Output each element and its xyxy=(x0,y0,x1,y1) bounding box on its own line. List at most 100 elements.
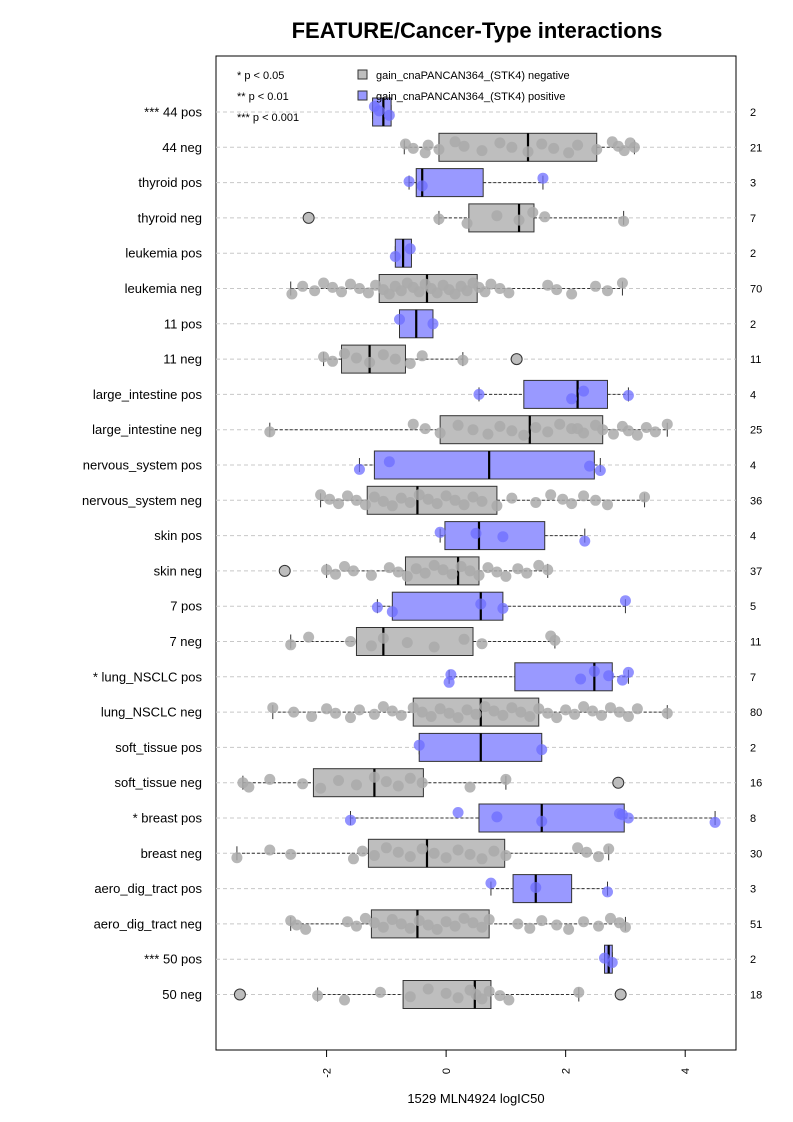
sample-count: 2 xyxy=(750,248,756,260)
outlier-point xyxy=(612,776,625,789)
data-point xyxy=(536,915,548,927)
data-point xyxy=(584,460,596,472)
data-point xyxy=(483,914,495,925)
data-point xyxy=(433,144,445,155)
data-point xyxy=(500,773,512,785)
data-point xyxy=(506,702,518,714)
data-point xyxy=(443,707,455,719)
data-point xyxy=(264,426,276,438)
data-point xyxy=(386,606,398,618)
data-point xyxy=(380,776,392,788)
data-point xyxy=(464,781,476,793)
data-point xyxy=(619,921,631,933)
category-label: large_intestine neg xyxy=(92,422,202,437)
data-point xyxy=(709,816,721,828)
data-point xyxy=(542,564,554,576)
data-point xyxy=(368,771,380,783)
chart-title: FEATURE/Cancer-Type interactions xyxy=(292,18,663,43)
data-point xyxy=(593,851,605,863)
data-point xyxy=(536,815,548,827)
data-point xyxy=(364,356,376,368)
data-point xyxy=(572,423,584,435)
data-point xyxy=(243,781,255,793)
sample-count: 2 xyxy=(750,319,756,331)
data-point xyxy=(392,780,404,792)
data-point xyxy=(572,139,584,151)
data-point xyxy=(350,779,362,791)
category-label: nervous_system neg xyxy=(82,493,202,508)
data-point xyxy=(482,562,494,574)
data-point xyxy=(613,706,625,718)
data-point xyxy=(476,993,488,1005)
data-point xyxy=(503,994,515,1006)
x-axis: -2 0 2 4 xyxy=(322,1049,692,1078)
data-point xyxy=(413,286,425,298)
box-positive xyxy=(373,450,595,480)
sample-count: 7 xyxy=(750,213,756,225)
data-point xyxy=(452,992,464,1004)
data-point xyxy=(422,983,434,995)
data-point xyxy=(513,214,525,226)
category-label: thyroid neg xyxy=(138,210,202,225)
data-point xyxy=(404,922,416,934)
data-point xyxy=(449,920,461,932)
data-point xyxy=(374,986,386,998)
data-point xyxy=(569,708,581,720)
category-label: 11 neg xyxy=(163,352,202,367)
data-point xyxy=(440,852,452,864)
data-point xyxy=(395,709,407,721)
data-point xyxy=(530,497,542,508)
data-point xyxy=(494,137,506,149)
data-point xyxy=(407,418,419,430)
data-point xyxy=(341,490,353,502)
data-point xyxy=(404,991,416,1003)
data-point xyxy=(395,492,407,504)
legend: * p < 0.05 ** p < 0.01 *** p < 0.001 gain_c… xyxy=(237,69,570,124)
data-point xyxy=(458,912,470,924)
box-positive xyxy=(512,874,573,904)
data-point xyxy=(549,634,561,646)
data-point xyxy=(419,423,431,435)
data-point xyxy=(365,640,377,652)
data-point xyxy=(566,393,578,405)
data-point xyxy=(344,278,356,290)
outlier-point xyxy=(614,988,627,1001)
data-point xyxy=(413,915,425,927)
category-label: skin neg xyxy=(154,563,202,578)
data-point xyxy=(622,711,634,722)
data-point xyxy=(383,109,395,121)
category-label: aero_dig_tract neg xyxy=(94,916,202,931)
data-point xyxy=(557,493,569,505)
data-point xyxy=(497,709,509,721)
data-point xyxy=(445,669,457,681)
data-point xyxy=(344,636,356,647)
data-point xyxy=(639,491,651,503)
data-point xyxy=(618,215,630,227)
data-point xyxy=(380,842,392,854)
category-label: leukemia neg xyxy=(125,281,202,296)
data-point xyxy=(491,566,503,578)
data-point xyxy=(267,702,279,714)
x-tick-label: 4 xyxy=(680,1068,692,1074)
data-point xyxy=(587,705,599,717)
data-point xyxy=(404,772,416,784)
data-point xyxy=(603,843,615,855)
data-point xyxy=(470,708,482,720)
category-label: thyroid pos xyxy=(138,175,202,190)
data-point xyxy=(449,136,461,148)
outlier-point xyxy=(233,988,246,1001)
sample-count: 5 xyxy=(750,601,756,613)
data-point xyxy=(449,288,461,300)
data-point xyxy=(467,491,479,503)
data-point xyxy=(537,172,549,184)
category-label: 44 neg xyxy=(162,140,202,155)
data-point xyxy=(368,917,380,929)
data-point xyxy=(306,711,318,722)
data-point xyxy=(485,278,497,290)
data-point xyxy=(318,277,330,289)
data-point xyxy=(464,565,476,577)
data-point xyxy=(416,180,428,192)
data-point xyxy=(575,673,587,685)
data-point xyxy=(356,845,368,857)
